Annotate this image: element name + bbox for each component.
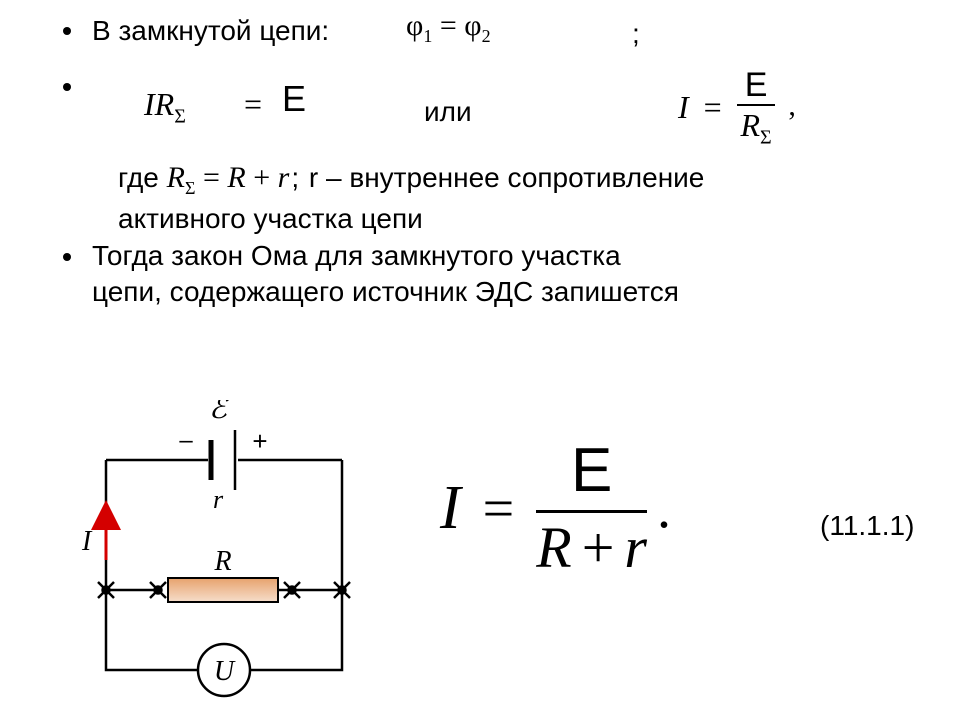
- Rsig-def: RΣ = R + r: [167, 161, 290, 194]
- switch-left: [98, 582, 166, 598]
- semicolon-3: ;: [291, 162, 299, 193]
- emf-label: ℰ: [209, 400, 230, 425]
- Rsig-R: R: [167, 161, 185, 194]
- phi1: φ: [406, 9, 423, 42]
- frac-bar: [737, 104, 776, 106]
- circuit-svg: ℰ – + r I R: [68, 400, 368, 700]
- bullet-3-line2: цепи, содержащего источник ЭДС запишется: [92, 276, 679, 307]
- bullet-list-2: Тогда закон Ома для замкнутого участка ц…: [24, 238, 936, 311]
- frac-den-sig: Σ: [760, 126, 772, 148]
- tail-text-1: r – внутреннее сопротивление: [309, 162, 704, 193]
- bullet-3-line1: Тогда закон Ома для замкнутого участка: [92, 240, 621, 271]
- E-1: Е: [282, 76, 306, 123]
- eq-1: =: [244, 84, 262, 126]
- phi-equation: φ1 = φ2: [406, 6, 491, 48]
- bullet-3: Тогда закон Ома для замкнутого участка ц…: [86, 238, 936, 311]
- phi2: φ: [464, 9, 481, 42]
- formula-den-r: r: [624, 515, 647, 580]
- Rsig-r: r: [278, 161, 290, 194]
- formula-den-plus: +: [582, 515, 615, 580]
- formula-dot: .: [657, 478, 671, 540]
- R-label: R: [213, 546, 231, 577]
- semicolon-1: ;: [632, 16, 640, 52]
- ir-sigma: IRΣ: [144, 84, 186, 129]
- Rsig-R2: R: [227, 161, 245, 194]
- phi1-sub: 1: [423, 26, 432, 46]
- bullet-1: В замкнутой цепи: φ1 = φ2 ;: [86, 12, 936, 62]
- formula-fraction: Е R+r: [536, 440, 647, 577]
- r-label: r: [213, 485, 224, 514]
- phi-eq: =: [440, 9, 464, 42]
- current-arrow: I: [81, 515, 106, 560]
- U-label: U: [214, 656, 236, 687]
- ir-R: R: [155, 86, 175, 122]
- formula-den-R: R: [536, 515, 571, 580]
- phi2-sub: 2: [482, 26, 491, 46]
- formula-den: R+r: [536, 519, 647, 577]
- tail-text-2: активного участка цепи: [118, 203, 423, 234]
- frac-body: Е RΣ: [737, 68, 776, 148]
- ir-sigma-sub: Σ: [174, 105, 186, 127]
- bullet-2-continuation: где RΣ = R + r; r – внутреннее сопротивл…: [118, 158, 936, 238]
- resistor-R: R: [168, 546, 278, 602]
- frac-num-E: Е: [737, 68, 776, 102]
- or-text: или: [424, 94, 472, 130]
- switch-right: [278, 582, 350, 598]
- frac-comma: ,: [788, 89, 796, 122]
- Rsig-plus: +: [246, 161, 278, 194]
- Rsig-sig: Σ: [185, 178, 195, 198]
- frac-I: I: [678, 87, 689, 129]
- frac-den: RΣ: [737, 108, 776, 148]
- bullet-2: IRΣ = Е или I = Е RΣ ,: [86, 68, 936, 156]
- frac-I-eq-E-over-Rsig: I = Е RΣ ,: [678, 68, 796, 148]
- Rsig-eq: =: [203, 161, 227, 194]
- emf-source: ℰ – + r: [179, 400, 267, 514]
- frac-den-R: R: [740, 107, 760, 143]
- page-root: В замкнутой цепи: φ1 = φ2 ; IRΣ = Е или …: [0, 0, 960, 720]
- circuit-diagram: ℰ – + r I R: [68, 400, 368, 700]
- formula-num-E: Е: [536, 440, 647, 506]
- where-text: где: [118, 162, 167, 193]
- frac-eq: =: [704, 87, 722, 129]
- minus-label: –: [179, 427, 193, 454]
- formula-I: I: [440, 473, 461, 544]
- equation-number: (11.1.1): [820, 510, 914, 542]
- bullet-1-text: В замкнутой цепи:: [92, 13, 329, 49]
- plus-label: +: [252, 426, 267, 456]
- formula-bar: [536, 510, 647, 513]
- ohm-law-formula: I = Е R+r .: [440, 440, 671, 577]
- bullet-list: В замкнутой цепи: φ1 = φ2 ; IRΣ = Е или …: [24, 12, 936, 156]
- ir-I: I: [144, 86, 155, 122]
- I-label: I: [81, 526, 93, 557]
- formula-eq: =: [483, 477, 515, 541]
